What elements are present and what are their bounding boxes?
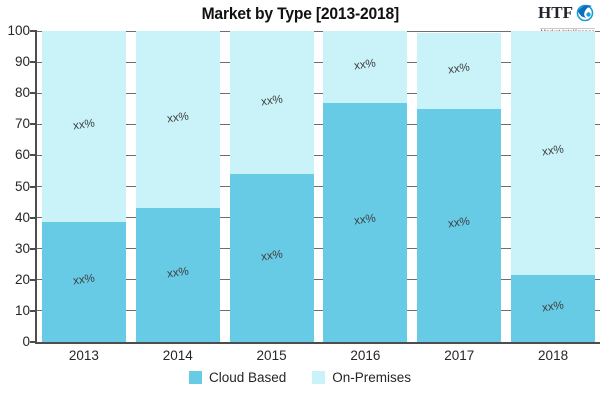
bar-2014-on-premises bbox=[135, 31, 220, 209]
legend-item-cloud-based: Cloud Based bbox=[188, 370, 287, 385]
legend: Cloud Based On-Premises bbox=[0, 370, 600, 385]
bar-2016-on-premises bbox=[323, 31, 408, 103]
gridline-70 bbox=[37, 123, 600, 125]
bar-2016-cloud-based bbox=[323, 102, 408, 342]
y-tick-90 bbox=[30, 61, 37, 64]
x-axis-line bbox=[35, 342, 600, 344]
globe-swoosh-icon bbox=[576, 4, 594, 22]
chart-title: Market by Type [2013-2018] bbox=[201, 4, 399, 23]
gridline-10 bbox=[37, 310, 600, 312]
legend-swatch-cloud-based bbox=[188, 371, 202, 384]
x-axis-label-2018: 2018 bbox=[538, 348, 569, 363]
legend-label-on-premises: On-Premises bbox=[332, 370, 412, 385]
bar-2018-on-premises bbox=[511, 31, 596, 276]
y-axis-label-50: 50 bbox=[14, 178, 30, 194]
gridline-50 bbox=[37, 186, 600, 187]
legend-item-on-premises: On-Premises bbox=[312, 370, 411, 385]
y-axis-label-0: 0 bbox=[22, 334, 30, 349]
y-axis-label-90: 90 bbox=[14, 54, 30, 70]
y-axis-label-20: 20 bbox=[14, 271, 30, 287]
y-axis-label-80: 80 bbox=[14, 85, 30, 101]
gridline-40 bbox=[37, 217, 600, 219]
gridline-100 bbox=[37, 30, 600, 32]
gridline-20 bbox=[37, 279, 600, 281]
bar-2017-cloud-based bbox=[417, 108, 502, 342]
legend-swatch-on-premises bbox=[312, 371, 326, 384]
x-axis-label-2016: 2016 bbox=[350, 348, 381, 363]
bar-2015-cloud-based bbox=[229, 174, 314, 342]
gridline-60 bbox=[37, 154, 600, 156]
y-tick-40 bbox=[30, 216, 37, 219]
bar-2014-cloud-based bbox=[135, 208, 220, 342]
y-axis-label-10: 10 bbox=[14, 302, 30, 318]
y-tick-10 bbox=[30, 309, 37, 312]
gridline-30 bbox=[37, 248, 600, 250]
y-tick-80 bbox=[30, 92, 37, 95]
bar-2013-cloud-based bbox=[41, 222, 126, 342]
bar-2017-on-premises bbox=[417, 32, 502, 109]
y-tick-60 bbox=[30, 154, 37, 157]
y-tick-70 bbox=[30, 123, 37, 126]
y-tick-30 bbox=[30, 247, 37, 250]
y-tick-50 bbox=[30, 185, 37, 188]
bar-2013-on-premises bbox=[41, 31, 126, 223]
legend-label-cloud-based: Cloud Based bbox=[208, 370, 287, 385]
x-axis-label-2015: 2015 bbox=[256, 348, 287, 363]
y-tick-0 bbox=[30, 341, 37, 343]
y-axis-label-100: 100 bbox=[7, 23, 30, 38]
bar-2018-cloud-based bbox=[511, 275, 596, 342]
y-tick-20 bbox=[30, 278, 37, 281]
y-axis-label-30: 30 bbox=[14, 240, 30, 256]
gridline-90 bbox=[37, 61, 600, 63]
gridline-80 bbox=[37, 92, 600, 94]
y-axis-label-60: 60 bbox=[14, 147, 30, 163]
bar-2015-on-premises bbox=[229, 31, 314, 175]
logo-brand-text: HTF bbox=[538, 2, 573, 22]
y-axis-line bbox=[35, 31, 37, 344]
y-tick-100 bbox=[30, 30, 37, 32]
x-axis-label-2017: 2017 bbox=[444, 348, 475, 363]
x-axis-label-2014: 2014 bbox=[162, 348, 193, 363]
y-axis-label-40: 40 bbox=[14, 209, 30, 225]
y-axis-label-70: 70 bbox=[14, 116, 30, 132]
x-axis-label-2013: 2013 bbox=[68, 348, 99, 363]
